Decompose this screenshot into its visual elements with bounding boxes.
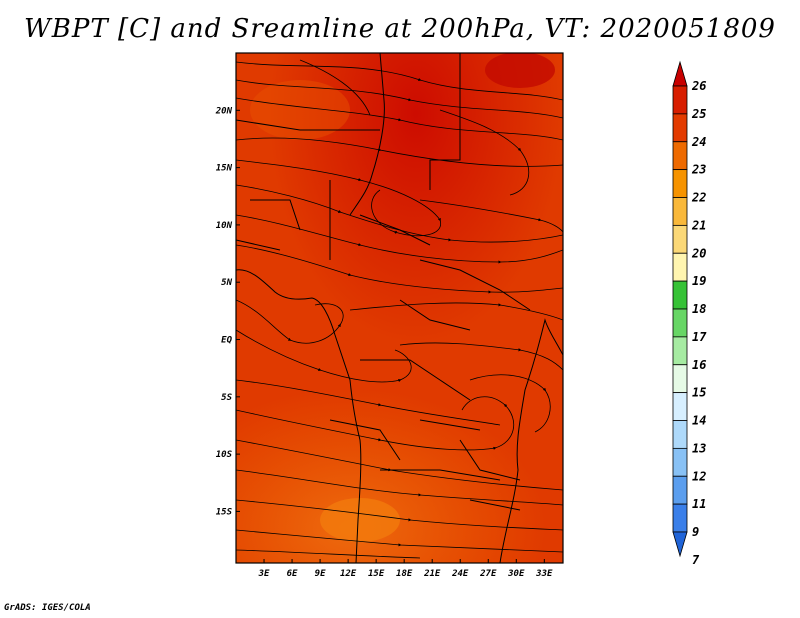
- colorbar-label: 14: [692, 414, 706, 428]
- colorbar-label: 16: [692, 358, 706, 372]
- colorbar-box: [672, 197, 688, 226]
- colorbar-box: [672, 475, 688, 505]
- colorbar-label: 21: [691, 218, 706, 232]
- lat-tick-label: EQ: [221, 336, 232, 346]
- colorbar-label: 7: [692, 553, 700, 567]
- lon-tick-label: 12E: [340, 569, 357, 579]
- lat-tick-label: 15S: [216, 507, 233, 517]
- colorbar-label: 23: [691, 163, 706, 177]
- lon-tick-label: 3E: [258, 569, 270, 579]
- colorbar-label: 13: [692, 441, 706, 455]
- lat-axis: 20N 15N 10N 5N EQ 5S 10S 15S: [215, 106, 240, 517]
- lat-tick-label: 5N: [221, 278, 232, 288]
- colorbar-box: [672, 85, 688, 115]
- colorbar-min-triangle: [672, 531, 688, 558]
- lat-tick-label: 5S: [221, 393, 232, 403]
- colorbar-box: [672, 252, 688, 282]
- lat-tick-label: 15N: [216, 164, 233, 174]
- streamlines: [236, 59, 563, 559]
- lon-tick-label: 6E: [287, 569, 298, 579]
- lon-tick-label: 30E: [507, 569, 525, 579]
- colorbar-box: [672, 420, 688, 449]
- lon-tick-label: 33E: [535, 569, 553, 579]
- colorbar-box: [672, 364, 688, 394]
- colorbar-box: [672, 308, 688, 338]
- colorbar-label: 12: [692, 469, 706, 483]
- colorbar-label: 19: [692, 274, 706, 288]
- colorbar-label: 11: [692, 497, 706, 511]
- colorbar-box: [672, 113, 688, 143]
- colorbar-box: [672, 169, 688, 198]
- lon-axis: 3E 6E 9E 12E 15E 18E 21E 24E 27E 30E 33E: [258, 559, 553, 579]
- colorbar-box: [672, 447, 688, 477]
- colorbar-box: [672, 141, 688, 171]
- lat-tick-label: 20N: [215, 106, 233, 116]
- lon-tick-label: 27E: [479, 569, 497, 579]
- lon-tick-label: 9E: [315, 569, 326, 579]
- colorbar: 26 25 24 23 22 21 20 19 18 17 16 15 14 13 12 11 9 7: [672, 60, 707, 567]
- colorbar-box: [672, 392, 688, 421]
- colorbar-label: 25: [691, 107, 706, 121]
- wbpt-field: [236, 53, 563, 563]
- colorbar-label: 26: [691, 79, 706, 93]
- colorbar-label: 9: [692, 525, 699, 539]
- lon-tick-label: 24E: [451, 569, 469, 579]
- colorbar-label: 24: [691, 135, 706, 149]
- lon-tick-label: 18E: [396, 569, 413, 579]
- map-frame: [235, 52, 564, 564]
- lon-tick-label: 15E: [368, 569, 385, 579]
- colorbar-box: [672, 224, 688, 254]
- colorbar-label: 20: [691, 246, 706, 260]
- colorbar-label: 18: [692, 302, 706, 316]
- colorbar-max-triangle: [672, 60, 688, 87]
- grads-credit: GrADS: IGES/COLA: [4, 603, 91, 613]
- lat-tick-label: 10N: [216, 221, 233, 231]
- colorbar-box: [672, 503, 688, 533]
- colorbar-box: [672, 280, 688, 310]
- lon-tick-label: 21E: [423, 569, 441, 579]
- map-title: WBPT [C] and Sreamline at 200hPa, VT: 20…: [24, 14, 776, 44]
- colorbar-box: [672, 336, 688, 366]
- colorbar-label: 17: [692, 330, 707, 344]
- colorbar-label: 22: [691, 191, 706, 205]
- lat-tick-label: 10S: [216, 450, 233, 460]
- colorbar-label: 15: [692, 386, 706, 400]
